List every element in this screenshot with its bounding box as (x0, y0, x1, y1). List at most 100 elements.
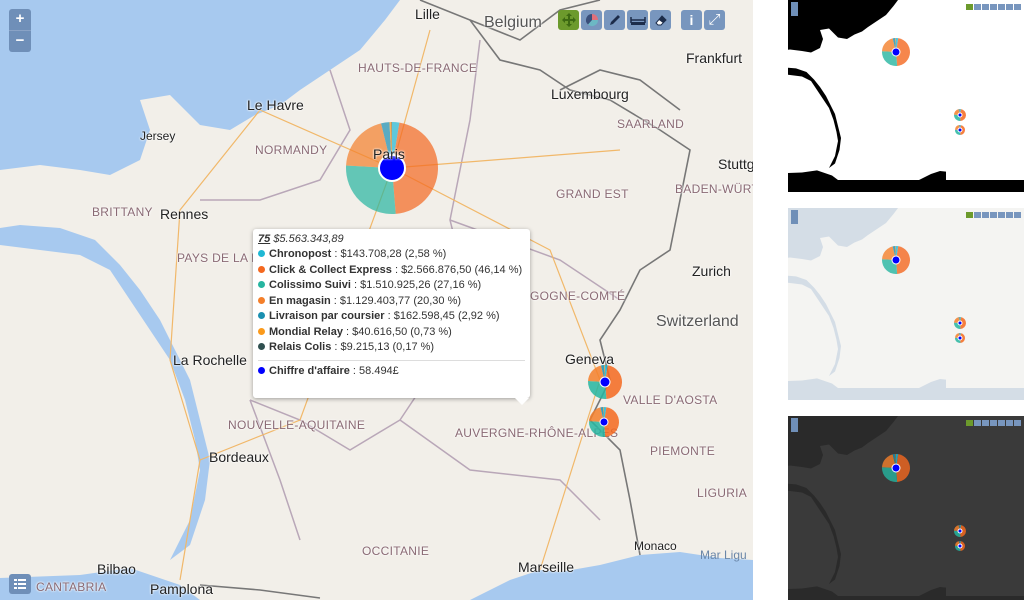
pie-slice[interactable] (960, 525, 966, 537)
pie-slice[interactable] (605, 365, 622, 399)
tooltip-header: 75 $5.563.343,89 (258, 233, 525, 245)
series-value: $2.566.876,50 (46,14 %) (401, 263, 523, 276)
metric-dot[interactable] (378, 154, 406, 182)
series-name: Livraison par coursier (269, 310, 385, 322)
metric-dot[interactable] (891, 47, 901, 57)
metric-dot[interactable] (957, 320, 963, 326)
thumbnail-toolbar (791, 210, 1021, 224)
tooltip-row: Relais Colis : $9.215,13 (0,17 %) (258, 340, 525, 356)
thumbnail-toolbar (791, 418, 1021, 432)
thumbnail-map (788, 0, 1024, 192)
label-geneva: Geneva (565, 351, 615, 367)
metric-value: 58.494£ (359, 364, 399, 377)
metric-dot[interactable] (599, 417, 609, 427)
label-bordeaux: Bordeaux (209, 449, 269, 465)
thumbnail-black-white[interactable] (788, 0, 1024, 192)
pie-slice[interactable] (960, 109, 966, 121)
legend-list-button[interactable] (9, 574, 31, 594)
pie-marker[interactable] (882, 38, 910, 66)
pie-slice[interactable] (882, 246, 896, 260)
pie-marker[interactable] (954, 525, 966, 537)
pie-marker[interactable] (954, 109, 966, 121)
thumbnail-toolbar-button (990, 4, 997, 10)
pie-slice[interactable] (896, 246, 910, 274)
pie-slice[interactable] (346, 123, 392, 168)
zoom-out-button[interactable]: − (15, 32, 25, 49)
pie-slice[interactable] (882, 38, 896, 52)
pie-slice[interactable] (604, 407, 620, 437)
pie-marker[interactable] (882, 454, 910, 482)
tooltip-row: Chronopost : $143.708,28 (2,58 %) (258, 247, 525, 263)
pie-slice[interactable] (960, 333, 965, 343)
pie-slice[interactable] (960, 541, 965, 551)
label-switzerland: Switzerland (656, 313, 739, 330)
thumbnail-toolbar-button (1006, 212, 1013, 218)
main-map[interactable]: Lille Belgium Frankfurt HAUTS-DE-FRANCE … (0, 0, 753, 600)
label-piemonte: PIEMONTE (650, 444, 716, 458)
pie-marker[interactable] (954, 317, 966, 329)
pie-marker[interactable] (589, 407, 620, 437)
series-value: $9.215,13 (0,17 %) (340, 341, 435, 353)
series-value: $143.708,28 (2,58 %) (340, 248, 447, 260)
metric-dot[interactable] (957, 335, 963, 341)
thumbnail-toolbar-button (1006, 4, 1013, 10)
metric-dot[interactable] (891, 463, 901, 473)
pie-marker[interactable] (955, 333, 965, 343)
metric-dot[interactable] (957, 127, 963, 133)
pie-slice[interactable] (588, 365, 605, 382)
label-belgium: Belgium (484, 14, 542, 31)
thumbnail-toolbar-button (974, 212, 981, 218)
eraser-icon[interactable] (650, 10, 671, 30)
thumbnail-dark[interactable] (788, 416, 1024, 600)
series-value: $40.616,50 (0,73 %) (352, 325, 452, 338)
thumbnail-light[interactable] (788, 208, 1024, 400)
label-normandy: NORMANDY (255, 143, 328, 157)
pie-tooltip: 75 $5.563.343,89 Chronopost : $143.708,2… (253, 229, 530, 405)
series-dot-icon (258, 265, 265, 273)
thumbnail-toolbar-button (998, 212, 1005, 218)
thumbnail-toolbar-button (974, 420, 981, 426)
series-value: $1.510.925,26 (27,16 %) (360, 279, 482, 291)
tooltip-row: Colissimo Suivi : $1.510.925,26 (27,16 %… (258, 278, 525, 294)
thumbnail-zoom-control (791, 210, 798, 224)
pie-marker[interactable] (955, 541, 965, 551)
pen-icon[interactable] (604, 10, 625, 30)
thumbnail-toolbar-button (966, 4, 973, 10)
move-icon[interactable] (558, 10, 579, 30)
thumbnail-toolbar-button (1014, 212, 1021, 218)
label-zurich: Zurich (692, 263, 731, 279)
fullscreen-icon[interactable]: ⤢ (704, 10, 725, 30)
label-grand-est: GRAND EST (556, 187, 629, 201)
pie-marker[interactable] (588, 365, 622, 399)
pie-slice[interactable] (896, 454, 910, 482)
pie-slice[interactable] (392, 122, 439, 214)
label-occitanie: OCCITANIE (362, 544, 430, 558)
metric-dot[interactable] (891, 255, 901, 265)
pie-slice[interactable] (960, 125, 965, 135)
pie-marker[interactable] (955, 125, 965, 135)
series-name: Click & Collect Express (269, 263, 392, 276)
pie-slice[interactable] (960, 317, 966, 329)
metric-dot[interactable] (957, 112, 963, 118)
pie-marker[interactable] (346, 122, 439, 214)
metric-dot[interactable] (599, 376, 611, 388)
pie-slice[interactable] (589, 407, 604, 422)
label-mar-ligure: Mar Ligu (700, 548, 747, 562)
pie-marker[interactable] (882, 246, 910, 274)
metric-dot[interactable] (957, 543, 963, 549)
label-baden-wurtt: BADEN-WÜRTT (675, 182, 753, 196)
series-dot-icon (258, 296, 265, 304)
metric-dot[interactable] (957, 528, 963, 534)
info-icon[interactable]: i (681, 10, 702, 30)
pie-chart-icon[interactable] (581, 10, 602, 30)
thumbnail-toolbar (791, 2, 1021, 16)
measure-icon[interactable] (627, 10, 648, 30)
thumbnail-toolbar-button (982, 420, 989, 426)
pie-slice[interactable] (882, 454, 896, 468)
label-luxembourg: Luxembourg (551, 86, 629, 102)
thumbnail-toolbar-button (982, 212, 989, 218)
zoom-in-button[interactable]: + (9, 9, 31, 31)
label-bilbao: Bilbao (97, 561, 136, 577)
pie-slice[interactable] (896, 38, 910, 66)
channel-sea (0, 0, 130, 110)
